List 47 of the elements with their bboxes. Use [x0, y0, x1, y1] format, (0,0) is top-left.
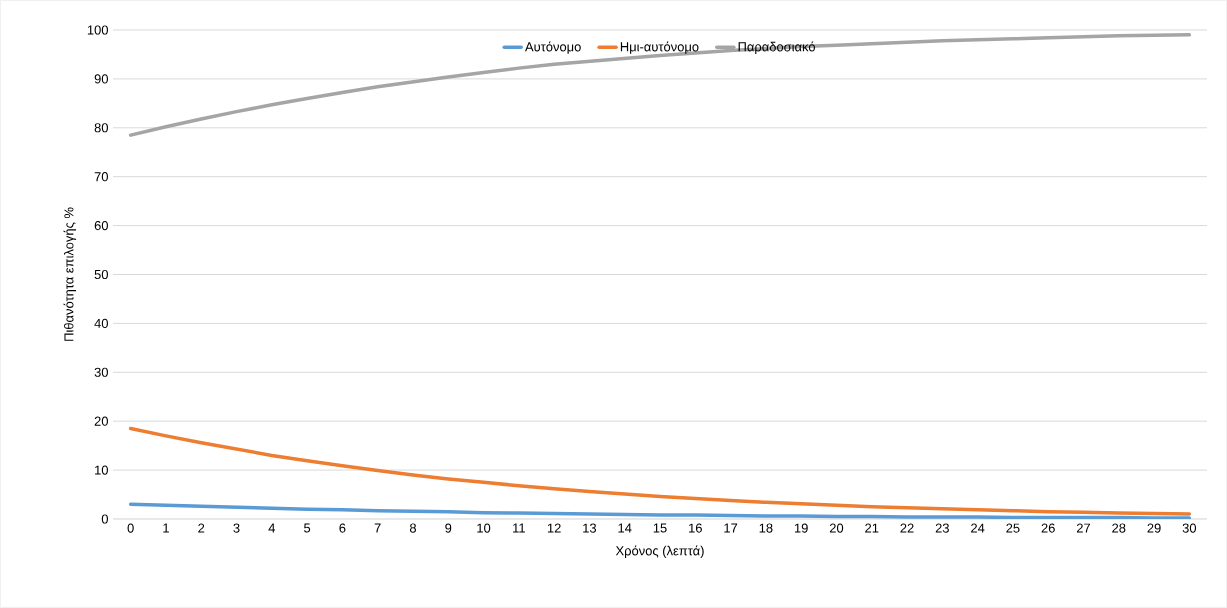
x-tick-label: 10: [477, 523, 491, 533]
legend-label: Αυτόνομο: [524, 41, 581, 54]
y-tick-label: 40: [94, 318, 108, 328]
y-tick-label: 20: [94, 416, 108, 426]
y-tick-label: 30: [94, 367, 108, 377]
x-tick-label: 27: [1076, 523, 1091, 533]
legend-label: Παραδοσιακό: [738, 41, 815, 54]
y-tick-label: 50: [94, 269, 108, 280]
legend-label: Ημι-αυτόνομο: [620, 41, 699, 54]
x-tick-label: 14: [618, 523, 632, 533]
x-tick-label: 29: [1147, 523, 1161, 533]
x-tick-label: 28: [1112, 523, 1126, 533]
x-tick-label: 6: [339, 523, 346, 533]
x-tick-label: 7: [374, 523, 381, 533]
x-tick-label: 3: [233, 523, 240, 533]
y-tick-label: 0: [101, 514, 108, 524]
y-tick-label: 90: [94, 74, 108, 84]
x-tick-label: 1: [163, 523, 169, 533]
x-tick-label: 21: [865, 523, 879, 533]
x-tick-label: 23: [935, 523, 949, 533]
x-tick-label: 24: [971, 523, 985, 533]
y-tick-label: 80: [94, 123, 108, 133]
x-tick-label: 18: [759, 523, 773, 533]
x-tick-label: 0: [127, 523, 134, 533]
y-tick-label: 60: [94, 221, 108, 231]
x-tick-label: 2: [198, 523, 205, 533]
x-tick-label: 22: [900, 523, 914, 533]
x-tick-label: 15: [653, 523, 667, 533]
x-tick-label: 25: [1006, 523, 1020, 533]
y-tick-label: 100: [87, 25, 108, 35]
x-tick-label: 13: [583, 523, 597, 533]
x-tick-label: 26: [1041, 523, 1055, 533]
y-tick-label: 70: [94, 172, 108, 182]
y-tick-label: 10: [95, 465, 108, 475]
x-tick-label: 19: [794, 523, 808, 533]
x-tick-label: 5: [304, 523, 311, 533]
x-tick-label: 12: [547, 523, 561, 533]
x-tick-label: 11: [513, 523, 525, 533]
y-axis-title: Πιθανότητα επιλογής %: [63, 207, 77, 341]
x-tick-label: 17: [724, 523, 738, 533]
x-tick-label: 30: [1182, 523, 1197, 533]
x-axis-title: Χρόνος (λεπτά): [615, 545, 704, 558]
x-tick-label: 4: [268, 523, 276, 533]
x-tick-label: 8: [409, 523, 417, 533]
x-tick-label: 20: [829, 523, 844, 533]
x-tick-label: 16: [689, 523, 702, 533]
x-tick-label: 9: [445, 523, 452, 533]
